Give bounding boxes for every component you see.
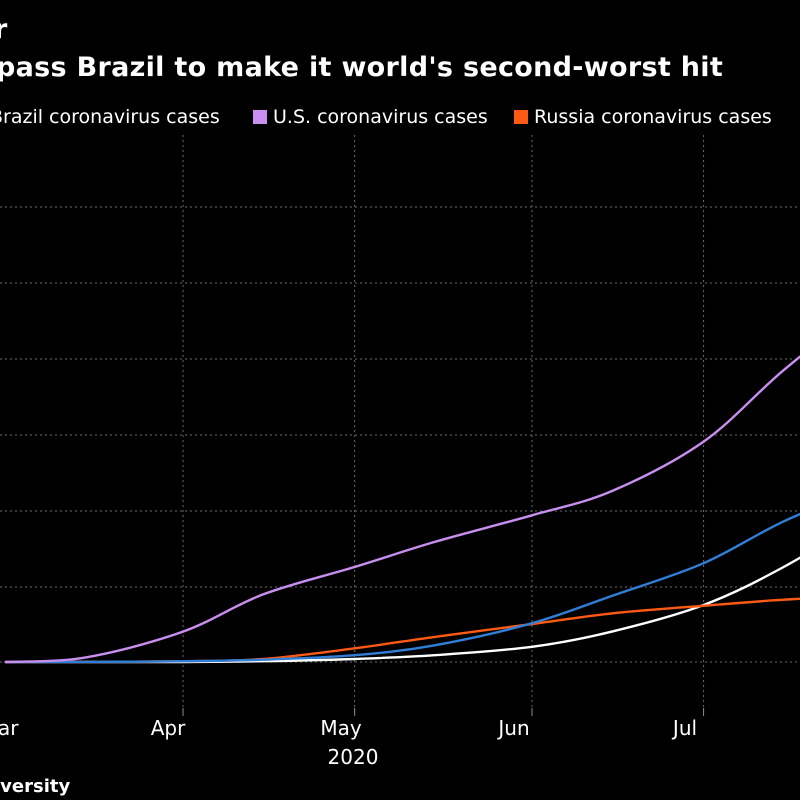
x-tick-label: Jul [671, 716, 697, 740]
legend-label-russia: Russia coronavirus cases [534, 106, 772, 128]
x-tick-label: Jun [496, 716, 529, 740]
series-lines [4, 355, 800, 664]
x-tick-label: Apr [151, 716, 186, 740]
legend-item-us: U.S. coronavirus cases [253, 106, 488, 128]
chart-legend: Brazil coronavirus cases U.S. coronaviru… [0, 106, 800, 134]
series-line-brazil [4, 512, 800, 664]
chart-title: pass Brazil to make it world's second-wo… [0, 52, 724, 83]
chart-title-fragment: r [0, 14, 8, 45]
x-axis-ticks [182, 708, 705, 716]
legend-item-russia: Russia coronavirus cases [514, 106, 772, 128]
x-axis-labels: ar Apr May Jun Jul 2020 [0, 716, 697, 769]
x-axis-year-label: 2020 [328, 745, 379, 769]
legend-label-us: U.S. coronavirus cases [273, 106, 488, 128]
source-note: iversity [0, 776, 71, 797]
series-line-russia [4, 597, 800, 664]
x-tick-label: May [320, 716, 362, 740]
legend-swatch-russia [514, 110, 528, 124]
x-tick-label: ar [0, 716, 19, 740]
series-line-us [4, 355, 800, 664]
legend-swatch-us [253, 110, 267, 124]
gridlines [0, 135, 800, 712]
legend-label-brazil: Brazil coronavirus cases [0, 106, 220, 128]
legend-item-brazil: Brazil coronavirus cases [0, 106, 220, 128]
